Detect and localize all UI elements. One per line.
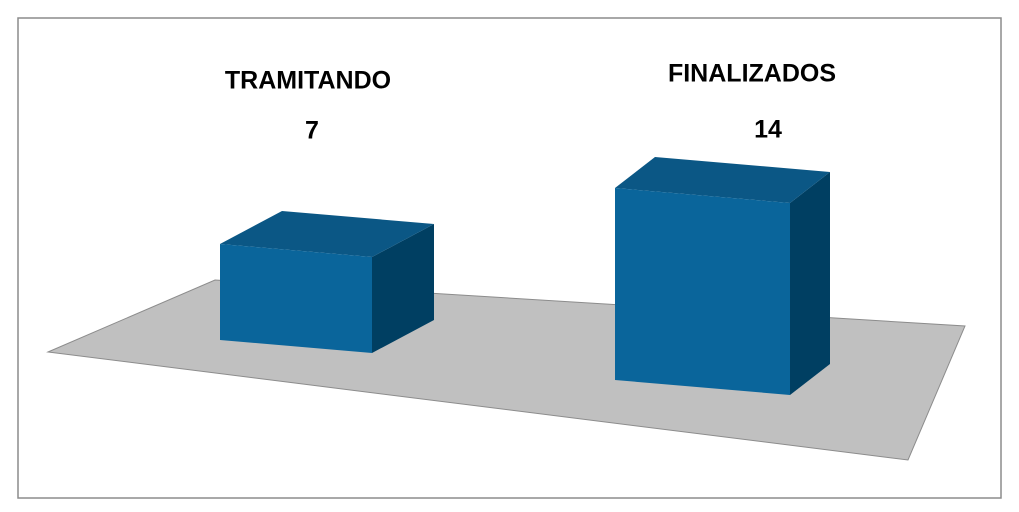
bar-top — [615, 157, 830, 203]
bar — [220, 244, 372, 353]
category-label: FINALIZADOS — [668, 60, 836, 88]
category-label: TRAMITANDO — [225, 67, 391, 95]
value-label: 7 — [305, 117, 319, 145]
bar-side — [790, 172, 830, 395]
value-label: 14 — [754, 116, 782, 144]
bar-side — [372, 224, 434, 353]
bar-top — [220, 211, 434, 257]
bar — [615, 188, 790, 395]
